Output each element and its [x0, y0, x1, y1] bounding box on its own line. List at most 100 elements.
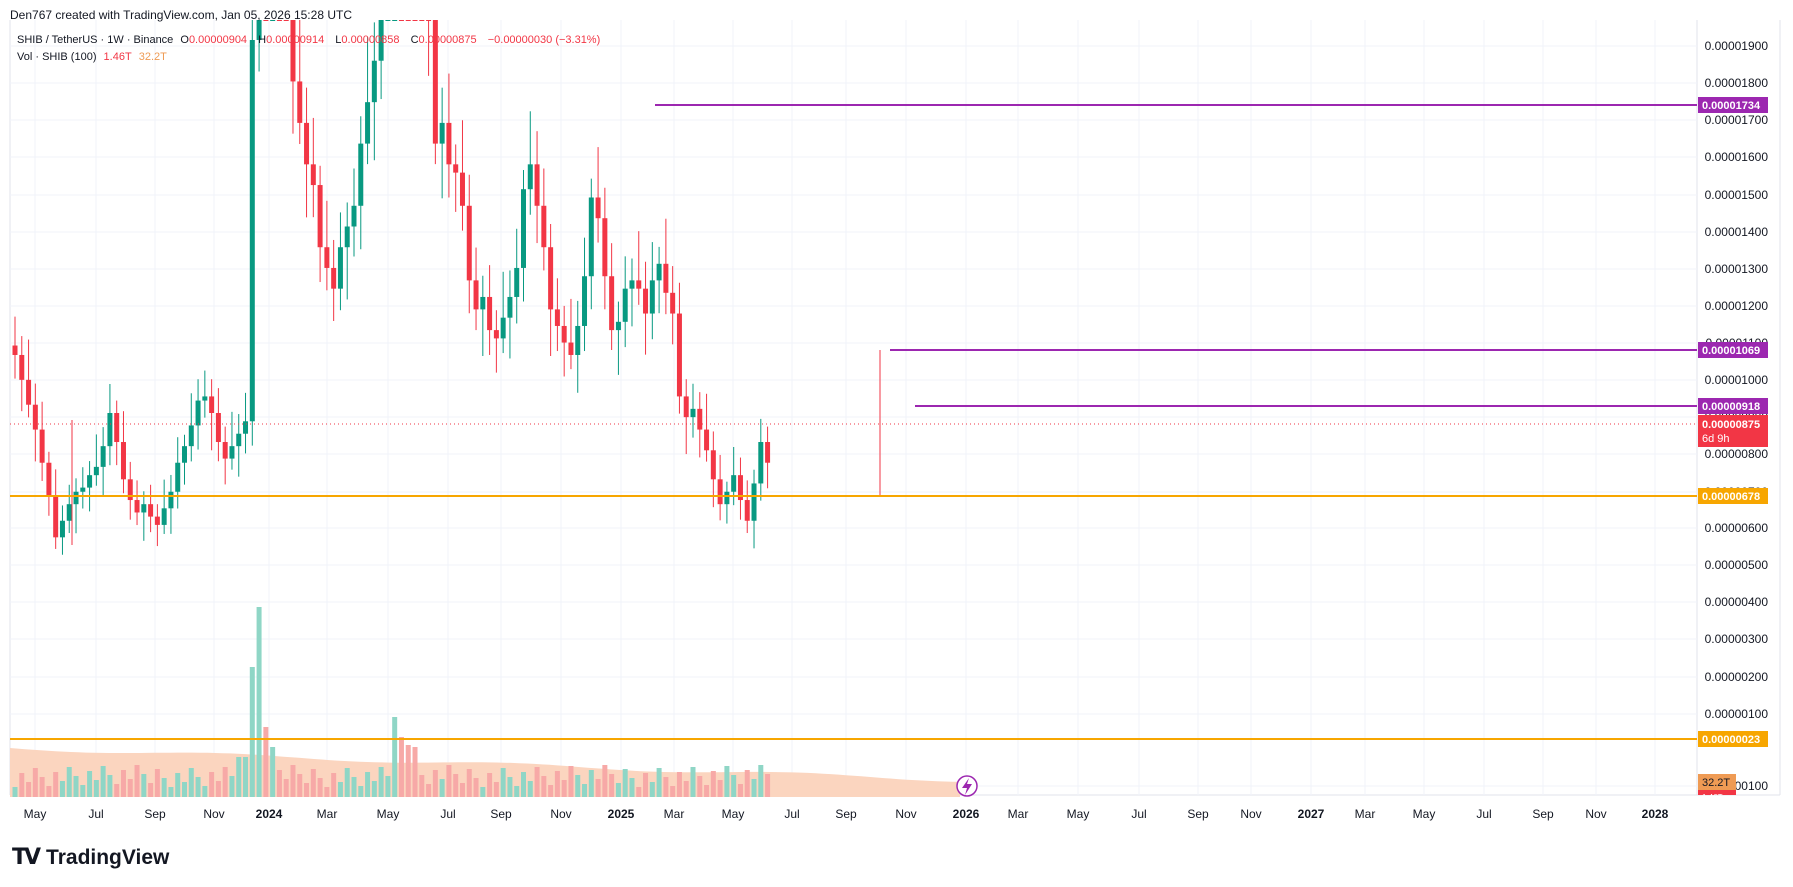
volume-bar	[53, 772, 59, 797]
level-price-tag	[1698, 488, 1768, 504]
price-tick-label: 0.00000800	[1705, 447, 1769, 461]
candle-body	[751, 483, 757, 521]
candle-body	[534, 164, 540, 206]
volume-bar	[731, 775, 737, 797]
candle-body	[636, 280, 642, 289]
candle-body	[134, 500, 140, 513]
candle-body	[182, 446, 187, 463]
price-tick-label: 0.00001300	[1705, 262, 1769, 276]
level-price-tag-label: 0.00001734	[1702, 100, 1761, 112]
candle-body	[398, 20, 404, 21]
candle-body	[663, 263, 669, 293]
volume-bar	[80, 785, 86, 797]
volume-bar	[453, 774, 459, 797]
candle-body	[310, 164, 316, 186]
volume-bar	[195, 777, 201, 797]
volume-bar	[717, 780, 723, 797]
volume-bar	[337, 782, 343, 797]
tradingview-logo[interactable]: TV TradingView	[12, 845, 169, 870]
candle-body	[446, 122, 452, 165]
volume-bar	[378, 767, 384, 797]
candles	[12, 20, 881, 555]
candle-body	[59, 520, 65, 538]
volume-bar	[527, 781, 533, 797]
volume-bar	[521, 772, 526, 797]
volume-bar	[351, 777, 357, 797]
time-tick-label: May	[1413, 807, 1436, 821]
volume-bar	[229, 776, 235, 797]
volume-bar	[507, 777, 513, 797]
volume-bar	[161, 778, 167, 797]
volume-bar	[19, 773, 25, 797]
time-tick-label: Sep	[144, 807, 166, 821]
volume-bar	[697, 776, 703, 797]
candle-body	[473, 280, 479, 310]
volume-bar	[222, 767, 228, 797]
time-tick-label: Nov	[895, 807, 916, 821]
candle-body	[141, 504, 147, 513]
candle-body	[521, 189, 526, 268]
candle-body	[351, 205, 357, 227]
candle-body	[561, 325, 567, 343]
candle-body	[337, 247, 343, 289]
volume-bar	[331, 773, 337, 797]
high-label: H	[258, 34, 267, 46]
volume-bar	[317, 778, 323, 797]
volume-bar	[514, 786, 520, 797]
volume-bar	[561, 780, 567, 797]
candle-body	[66, 504, 72, 521]
candle-body	[317, 185, 323, 248]
candle-body	[209, 396, 215, 413]
volume-bar	[751, 779, 757, 797]
volume-last-tag	[1698, 790, 1736, 795]
volume-bar	[344, 768, 350, 797]
time-tick-label: Jul	[1476, 807, 1491, 821]
time-tick-label: 2027	[1298, 807, 1325, 821]
candle-body	[426, 20, 432, 21]
time-tick-label: 2028	[1642, 807, 1669, 821]
volume-bar	[134, 765, 140, 797]
time-axis: May Jul Sep Nov 2024 Mar May Jul Sep Nov 2025 Mar Ma…	[24, 807, 1669, 821]
candle-body	[500, 317, 506, 339]
candle-body	[358, 143, 364, 206]
candle-body	[717, 479, 723, 505]
lightning-icon[interactable]	[956, 775, 978, 797]
volume-bar	[622, 769, 628, 797]
candle-body	[256, 20, 262, 40]
candle-body	[87, 475, 93, 488]
candle-body	[622, 288, 628, 322]
volume-legend: Vol · SHIB (100) 1.46T 32.2T	[17, 51, 171, 63]
candle-body	[412, 20, 418, 21]
volume-bar	[32, 768, 38, 797]
candle-body	[419, 20, 425, 21]
candle-body	[32, 404, 38, 430]
candle-body	[331, 267, 337, 289]
volume-bar	[744, 770, 750, 797]
volume-bar	[107, 775, 113, 797]
volume-value-b: 32.2T	[138, 51, 167, 63]
symbol-title[interactable]: SHIB / TetherUS · 1W · Binance	[17, 34, 174, 46]
symbol-legend: SHIB / TetherUS · 1W · Binance O0.000009…	[17, 34, 604, 46]
candle-body	[188, 425, 194, 447]
candle-body	[487, 296, 493, 331]
volume-bar	[39, 777, 45, 797]
volume-bar	[737, 784, 743, 797]
candle-body	[643, 288, 649, 314]
volume-bar	[710, 771, 716, 797]
price-tick-label: 0.00001800	[1705, 76, 1769, 90]
candle-body	[304, 122, 310, 165]
open-value: 0.00000904	[188, 34, 248, 46]
volume-title[interactable]: Vol · SHIB (100)	[17, 51, 97, 63]
price-tick-label: 0.00001000	[1705, 373, 1769, 387]
time-tick-label: Sep	[490, 807, 512, 821]
time-tick-label: Jul	[1131, 807, 1146, 821]
candle-body	[554, 309, 560, 326]
candle-body	[595, 197, 601, 219]
close-label: C	[410, 34, 419, 46]
time-tick-label: Mar	[317, 807, 338, 821]
volume-value-a: 1.46T	[103, 51, 132, 63]
candle-body	[297, 81, 303, 123]
volume-bar	[120, 770, 126, 797]
volume-bar	[493, 782, 499, 797]
price-tick-label: 0.00001400	[1705, 225, 1769, 239]
